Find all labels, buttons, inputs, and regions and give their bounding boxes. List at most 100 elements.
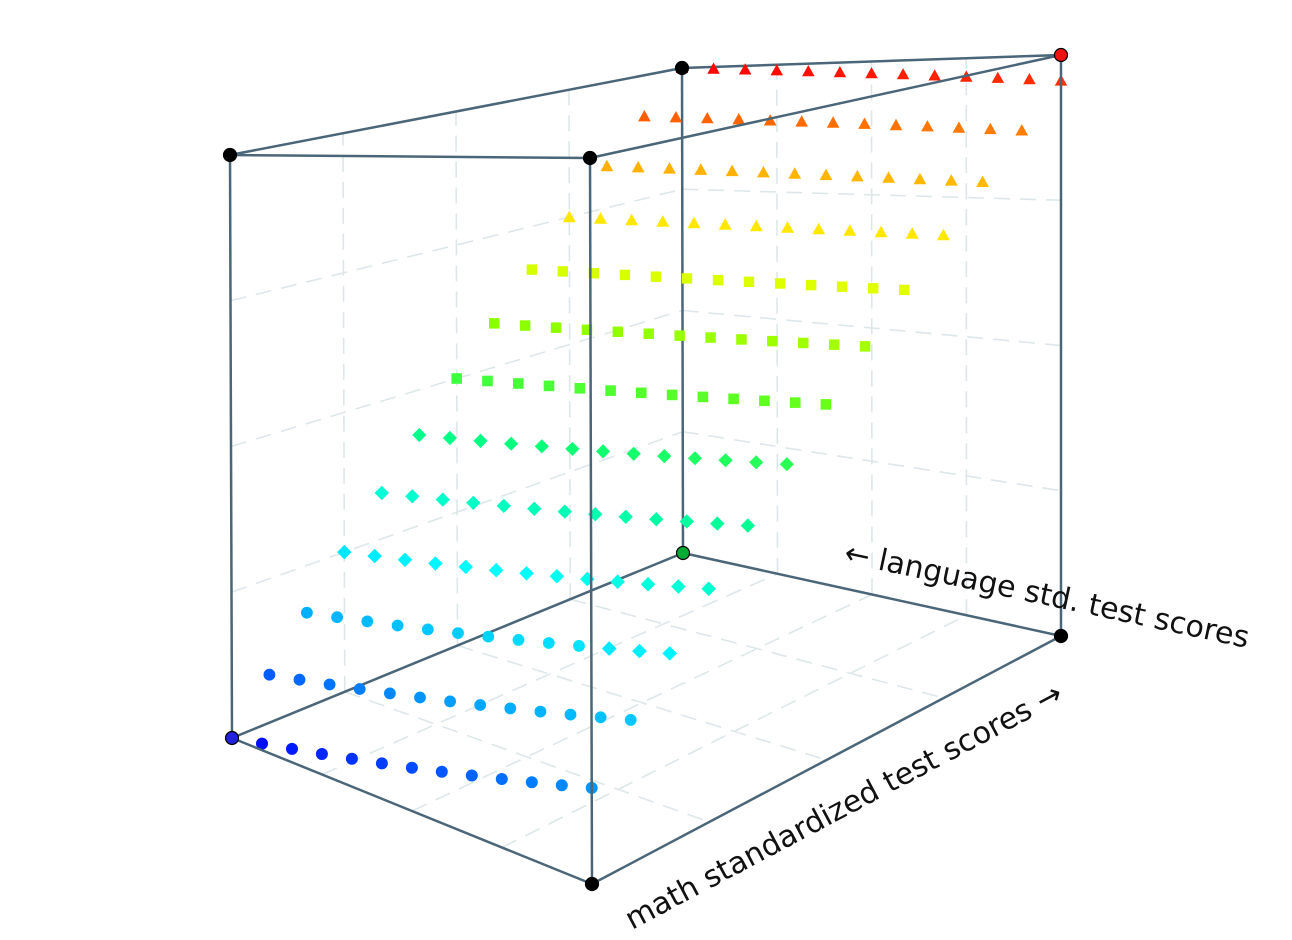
box-corners — [222, 47, 1069, 892]
gridline — [342, 133, 346, 692]
data-point — [293, 673, 306, 686]
data-point — [928, 69, 941, 81]
data-point — [565, 441, 580, 456]
gridline — [321, 573, 778, 776]
frame-edge — [680, 67, 685, 554]
data-point — [781, 221, 794, 233]
data-point — [868, 283, 879, 294]
frame-edge — [229, 153, 591, 160]
data-point — [976, 175, 989, 187]
data-point — [657, 449, 672, 464]
data-point — [549, 569, 565, 584]
data-point — [687, 216, 701, 229]
data-point — [581, 324, 593, 335]
data-point — [710, 516, 725, 531]
data-point — [707, 62, 720, 74]
data-point — [921, 120, 934, 132]
data-point — [451, 373, 462, 384]
data-point — [819, 168, 833, 181]
data-point — [728, 393, 739, 405]
data-point — [588, 268, 600, 279]
data-point — [594, 212, 607, 224]
data-point — [936, 228, 950, 241]
data-point — [384, 687, 396, 700]
data-point — [649, 512, 664, 527]
frame-edge — [231, 551, 684, 740]
data-point — [662, 646, 678, 661]
data-point — [671, 579, 686, 594]
box-corner — [224, 730, 240, 746]
data-point — [1023, 73, 1036, 85]
data-point — [812, 222, 826, 235]
data-point — [826, 116, 840, 128]
data-point — [562, 210, 576, 223]
data-point — [858, 117, 871, 129]
data-point — [701, 581, 716, 596]
data-point — [600, 159, 614, 172]
data-point — [874, 225, 888, 238]
box-corner — [1053, 628, 1069, 644]
data-point — [663, 162, 676, 174]
data-point — [697, 391, 709, 403]
data-point — [694, 163, 708, 175]
box-corner — [222, 147, 238, 163]
data-point — [788, 167, 802, 179]
data-point — [564, 708, 577, 721]
data-point — [1015, 124, 1029, 136]
data-point — [833, 66, 847, 78]
data-point — [991, 71, 1005, 83]
data-point — [596, 444, 611, 459]
data-point — [674, 330, 685, 341]
data-point — [701, 112, 714, 124]
data-point — [749, 455, 764, 470]
data-point — [612, 326, 624, 337]
data-point — [534, 439, 549, 454]
gridline — [775, 64, 779, 574]
gridline — [682, 309, 1062, 347]
data-point — [618, 509, 633, 524]
data-point — [650, 271, 662, 282]
data-point — [626, 446, 641, 461]
data-point — [802, 65, 815, 77]
data-point — [473, 433, 488, 448]
data-point — [749, 219, 763, 232]
data-point — [452, 627, 464, 639]
data-point — [865, 67, 878, 79]
data-point — [444, 695, 456, 708]
data-point — [519, 566, 534, 581]
y-axis-label: ← language std. test scores — [841, 536, 1252, 656]
data-point — [488, 562, 504, 578]
data-point — [555, 779, 568, 792]
data-point — [820, 399, 832, 410]
data-point — [405, 489, 420, 504]
gridline — [570, 598, 944, 699]
gridline — [457, 644, 827, 761]
data-point — [779, 457, 794, 472]
data-point — [738, 63, 752, 75]
frame-edge — [591, 634, 1062, 886]
data-point — [474, 699, 487, 711]
data-point — [666, 389, 678, 401]
data-point — [836, 281, 848, 292]
data-point — [638, 110, 651, 122]
data-point — [681, 273, 693, 284]
data-point — [263, 668, 276, 681]
data-point — [428, 556, 443, 571]
data-point — [513, 378, 524, 389]
data-point — [636, 387, 647, 399]
data-point — [519, 320, 531, 331]
data-point — [896, 68, 910, 80]
data-point — [643, 328, 654, 339]
data-point — [740, 518, 755, 533]
data-point — [345, 752, 358, 765]
data-point — [512, 634, 525, 646]
data-point — [435, 492, 450, 507]
data-point — [504, 702, 517, 715]
data-point — [466, 495, 481, 510]
data-point — [619, 269, 631, 281]
gridline — [568, 89, 572, 600]
data-point — [944, 174, 958, 186]
data-point — [767, 335, 778, 347]
frame-edge — [589, 53, 1062, 160]
data-point — [913, 172, 927, 185]
